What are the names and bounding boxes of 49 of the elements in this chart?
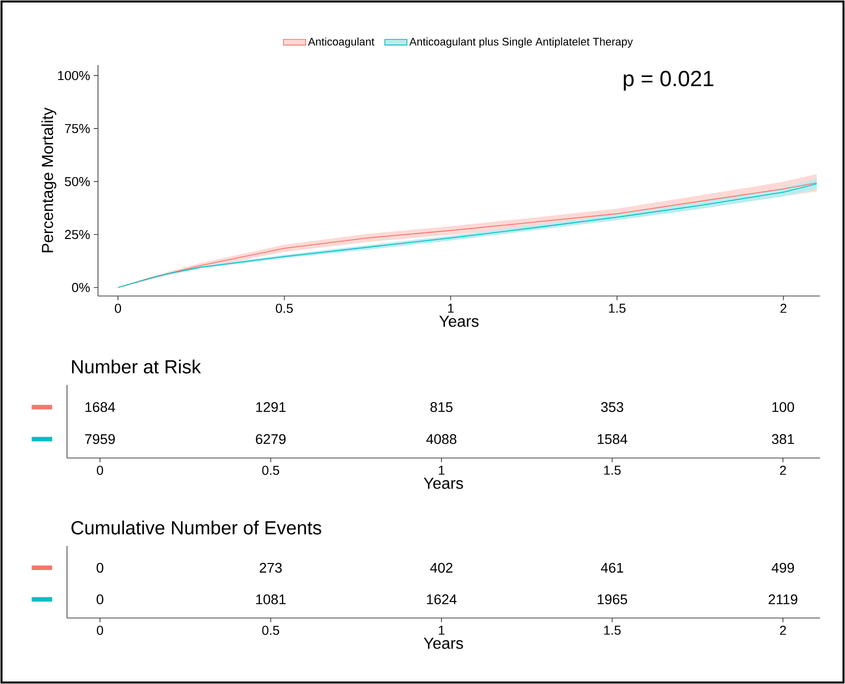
x-tick-label: 1 <box>438 466 444 475</box>
y-tick-label: 50% <box>64 176 90 186</box>
y-tick-label: 0% <box>72 282 90 292</box>
x-axis-title: Years <box>424 478 464 489</box>
data-label: 381 <box>772 434 794 444</box>
data-label: 461 <box>600 562 624 573</box>
data-label: 1624 <box>427 594 457 604</box>
data-label: 353 <box>601 402 624 412</box>
y-tick-label: 75% <box>64 124 90 134</box>
x-tick-label: 1 <box>448 304 454 313</box>
data-label: 4088 <box>426 434 456 444</box>
data-label: 402 <box>430 562 452 573</box>
legend-label: Anticoagulant plus Single Antiplatelet Therapy <box>409 38 633 48</box>
x-tick-label: 1.5 <box>609 304 626 313</box>
data-label: 2119 <box>768 594 798 604</box>
x-tick-label: 1.5 <box>604 466 621 475</box>
data-label: 0 <box>96 594 104 604</box>
y-axis-title: Percentage Mortality <box>41 107 56 252</box>
chart-title: Cumulative Number of Events <box>71 520 322 534</box>
x-tick-label: 0 <box>114 304 122 313</box>
x-tick-label: 0.5 <box>262 626 280 635</box>
x-tick-label: 1.5 <box>604 626 621 635</box>
y-tick-label: 25% <box>64 230 90 240</box>
x-axis-title: Years <box>439 316 479 327</box>
chart-title: Number at Risk <box>72 360 201 374</box>
x-tick-label: 0 <box>96 626 104 635</box>
data-label: 0 <box>96 562 104 573</box>
data-label: 1684 <box>86 402 116 412</box>
data-label: 1965 <box>598 594 628 604</box>
x-tick-label: 0 <box>96 466 104 475</box>
x-tick-label: 0.5 <box>262 466 280 475</box>
data-label: 1291 <box>256 402 286 412</box>
data-label: 499 <box>772 562 794 573</box>
y-tick-label: 100% <box>58 70 90 80</box>
x-tick-label: 0.5 <box>276 304 293 313</box>
x-tick-label: 2 <box>780 626 786 635</box>
x-tick-label: 2 <box>780 466 786 475</box>
x-tick-label: 2 <box>780 304 786 313</box>
data-label: 815 <box>430 402 453 412</box>
x-axis-title: Years <box>424 638 464 649</box>
x-tick-label: 1 <box>438 626 444 635</box>
legend-label: Anticoagulant <box>308 38 374 48</box>
data-label: 100 <box>772 402 794 412</box>
annotation: p = 0.021 <box>624 70 714 91</box>
data-label: 273 <box>260 562 282 573</box>
data-label: 7959 <box>85 434 115 444</box>
data-label: 1081 <box>256 594 286 604</box>
data-label: 6279 <box>256 434 286 444</box>
data-label: 1584 <box>598 434 628 444</box>
